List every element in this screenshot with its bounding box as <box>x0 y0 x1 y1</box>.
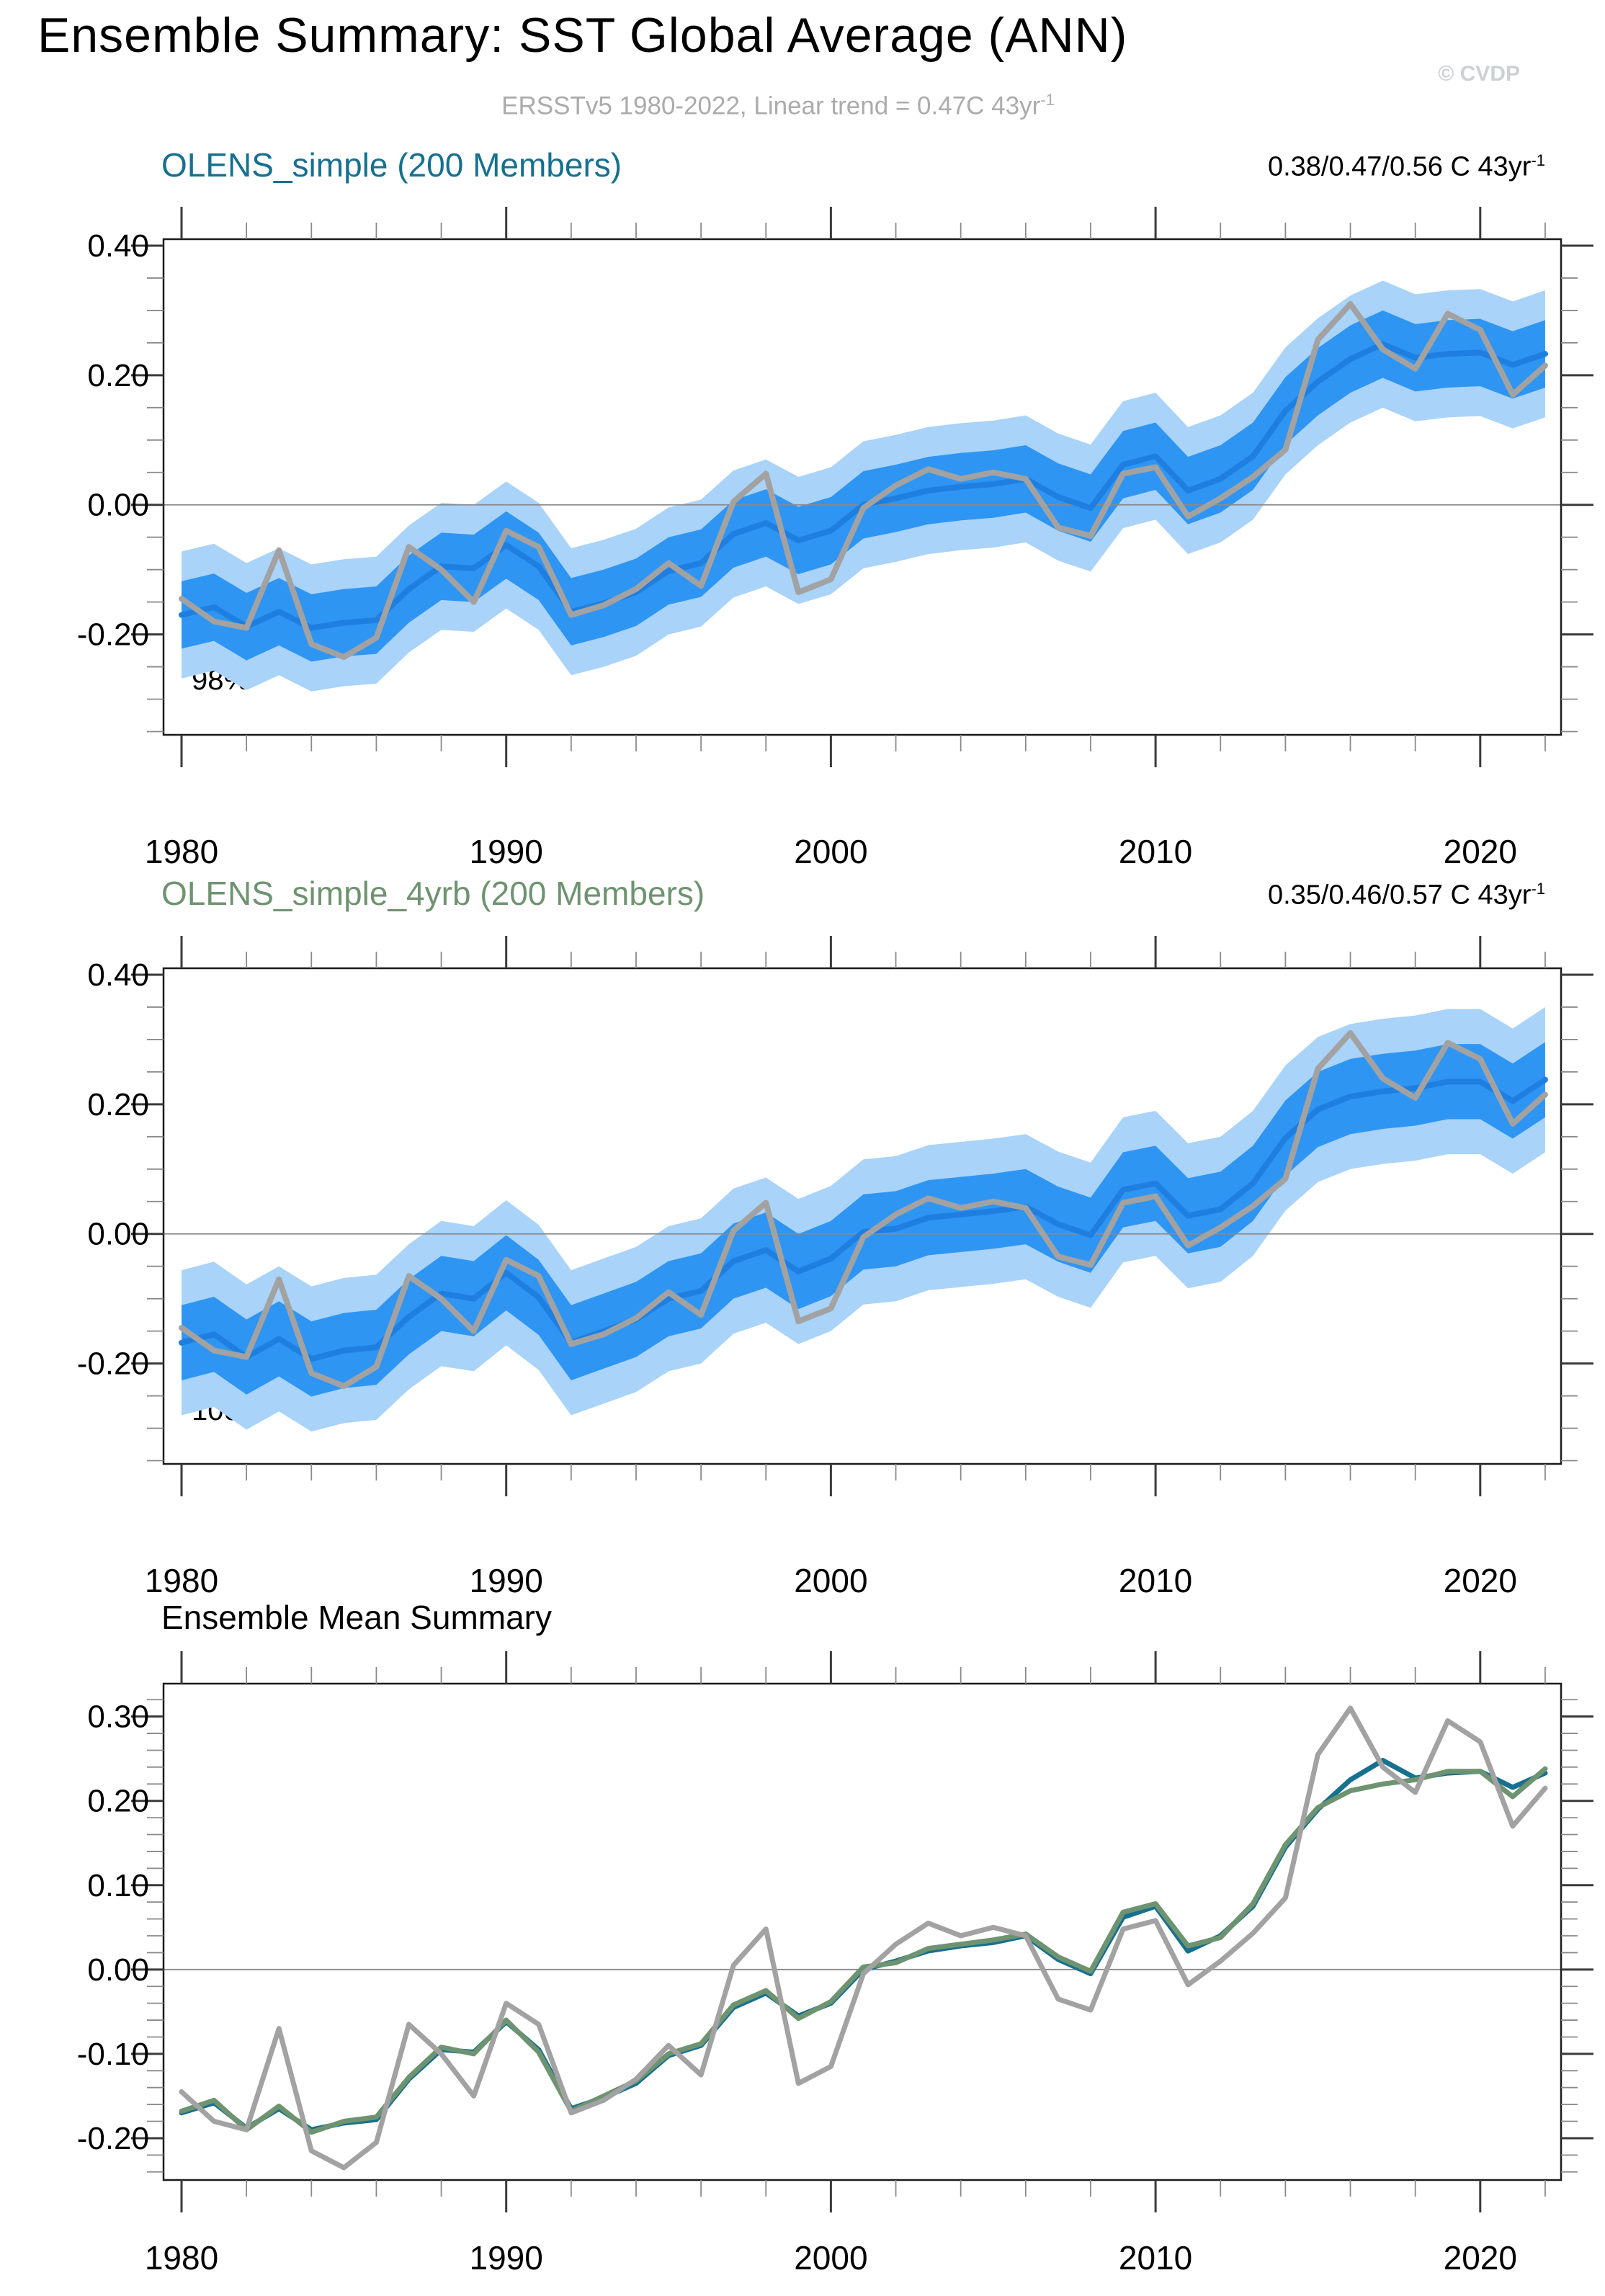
panel-2-trend-exponent: -1 <box>1531 880 1545 898</box>
x-tick-label: 2010 <box>1119 833 1192 870</box>
panel-1-trend-label: 0.38/0.47/0.56 C 43yr-1 <box>1268 151 1545 183</box>
y-tick-label: 0.20 <box>87 1784 149 1819</box>
x-tick-label: 2020 <box>1444 2239 1517 2277</box>
x-tick-label: 2000 <box>794 1562 867 1599</box>
x-tick-label: 1990 <box>470 1562 543 1599</box>
x-tick-label: 1980 <box>145 833 218 870</box>
panel-3-axes: 1980 1990 2000 2010 2020 0.30 0.20 0.10 0.00 -0.1… <box>77 1651 1593 2277</box>
panel-2-trend-text: 0.35/0.46/0.57 C 43yr <box>1267 880 1532 911</box>
panel-2-trend-label: 0.35/0.46/0.57 C 43yr-1 <box>1268 880 1545 911</box>
panel-1-ERSSTv5_observations-line <box>179 300 1548 661</box>
x-tick-label: 1980 <box>145 1562 218 1599</box>
x-tick-label: 1980 <box>145 2239 218 2277</box>
x-tick-label: 2020 <box>1444 1562 1517 1599</box>
figure-title: Ensemble Summary: SST Global Average (AN… <box>37 8 1128 63</box>
panel-3-OLENS_simple_4yrb_mean-line <box>179 1766 1548 2135</box>
panel-3-ERSSTv5_observations-line <box>179 1705 1548 2171</box>
panel-1-axes: 1980 1990 2000 2010 2020 0.40 0.20 0.00 -0.20 <box>77 207 1593 870</box>
panel-2-ensemble_mean-line <box>179 1076 1548 1362</box>
panel-1-title: OLENS_simple (200 Members) <box>161 146 622 184</box>
panel-1-plot: 1980 1990 2000 2010 2020 0.40 0.20 0.00 -0.20 <box>77 207 1593 870</box>
subtitle-exponent: -1 <box>1040 91 1055 109</box>
panel-1-bands <box>182 280 1545 692</box>
y-tick-label: -0.20 <box>77 1346 149 1382</box>
y-tick-label: 0.20 <box>87 358 149 393</box>
x-tick-label: 1990 <box>470 2239 543 2277</box>
x-tick-label: 2010 <box>1119 2239 1192 2277</box>
y-tick-label: 0.00 <box>87 1952 149 1988</box>
y-tick-label: -0.20 <box>77 2121 149 2156</box>
y-tick-label: -0.20 <box>77 617 149 653</box>
panel-2-axes: 1980 1990 2000 2010 2020 0.40 0.20 0.00 -0.20 <box>77 936 1593 1599</box>
panel-1-trend-exponent: -1 <box>1531 151 1545 169</box>
panel-1-trend-text: 0.38/0.47/0.56 C 43yr <box>1267 151 1532 182</box>
y-tick-label: 0.10 <box>87 1868 149 1903</box>
cvdp-watermark: © CVDP <box>1438 62 1520 86</box>
panel-3-plot: 1980 1990 2000 2010 2020 0.30 0.20 0.10 0.00 -0.1… <box>77 1651 1593 2277</box>
y-tick-label: 0.00 <box>87 488 149 523</box>
panel-2-ERSSTv5_observations-line <box>179 1029 1548 1390</box>
x-tick-label: 2000 <box>794 2239 867 2277</box>
x-tick-label: 2020 <box>1444 833 1517 870</box>
panel-2-frame <box>162 967 1562 1465</box>
y-tick-label: 0.40 <box>87 957 149 993</box>
y-tick-label: 0.30 <box>87 1699 149 1735</box>
panel-3-OLENS_simple_mean-line <box>179 1758 1548 2132</box>
y-tick-label: 0.40 <box>87 228 149 264</box>
y-tick-label: 0.00 <box>87 1217 149 1252</box>
figure-subtitle: ERSSTv5 1980-2022, Linear trend = 0.47C … <box>0 91 1556 121</box>
panel-1-frame <box>162 238 1562 736</box>
subtitle-text: ERSSTv5 1980-2022, Linear trend = 0.47C … <box>501 91 1041 120</box>
panel-2-title: OLENS_simple_4yrb (200 Members) <box>161 875 705 912</box>
x-tick-label: 2010 <box>1119 1562 1192 1599</box>
y-tick-label: 0.20 <box>87 1087 149 1122</box>
panel-2-bands <box>182 1006 1545 1432</box>
panel-3-frame <box>162 1682 1562 2181</box>
panel-2-plot: 1980 1990 2000 2010 2020 0.40 0.20 0.00 -0.20 <box>77 936 1593 1599</box>
x-tick-label: 1990 <box>470 833 543 870</box>
panel-3-title: Ensemble Mean Summary <box>161 1599 552 1636</box>
y-tick-label: -0.10 <box>77 2037 149 2072</box>
x-tick-label: 2000 <box>794 833 867 870</box>
